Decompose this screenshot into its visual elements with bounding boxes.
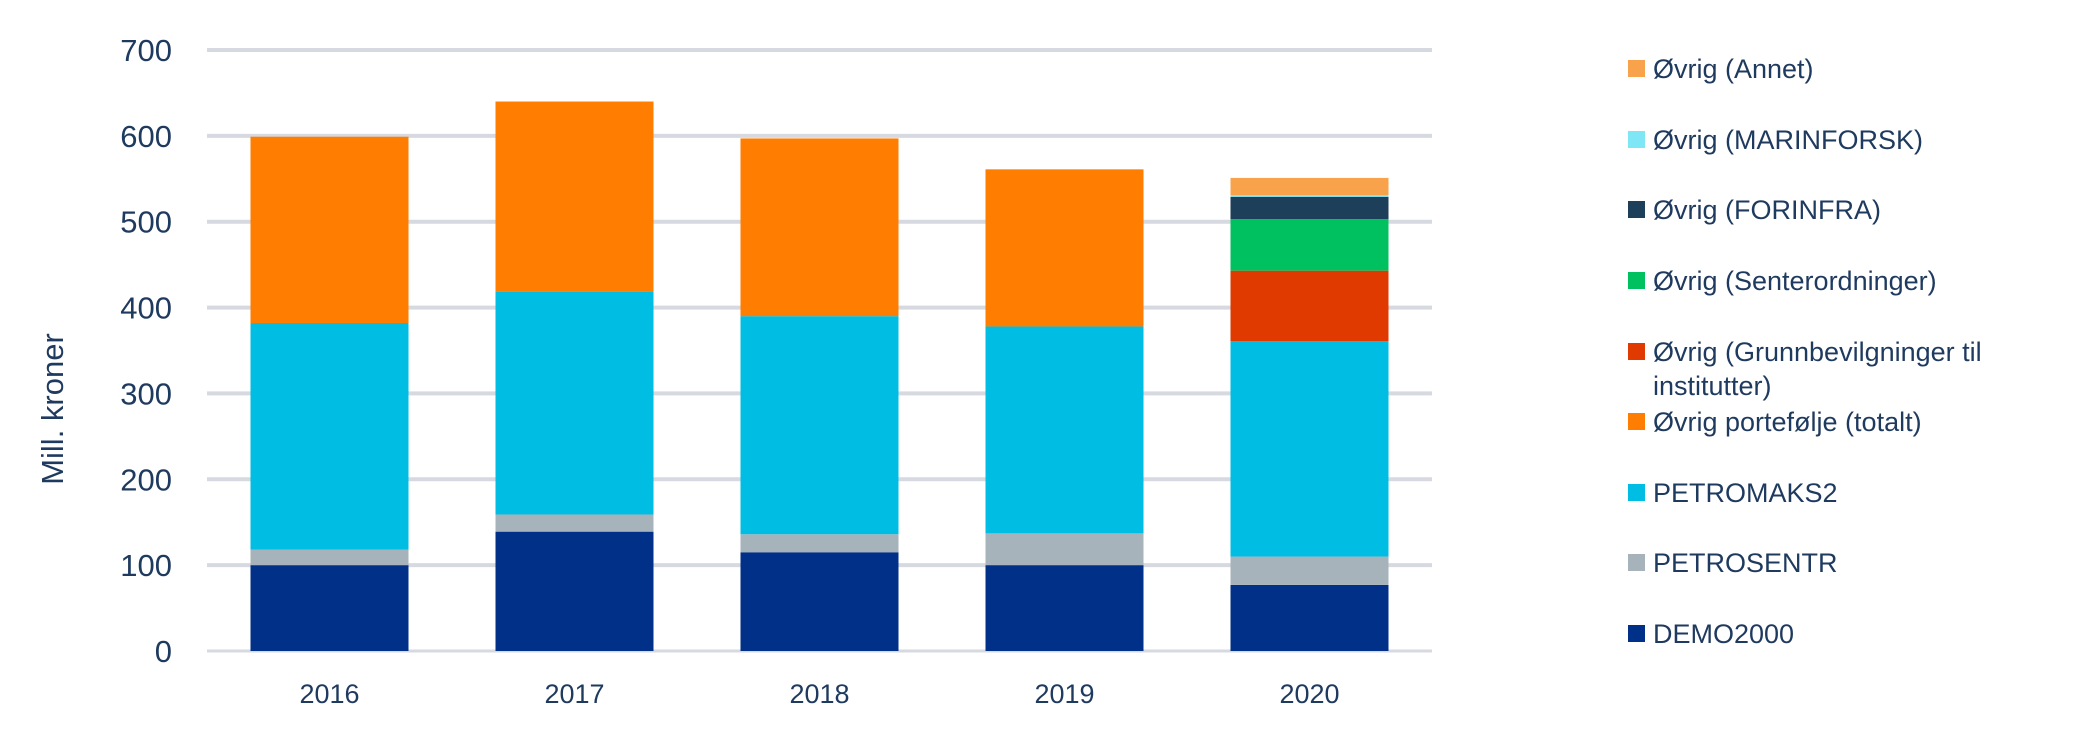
- legend-label: PETROMAKS2: [1653, 478, 1838, 508]
- legend-label: PETROSENTR: [1653, 548, 1838, 578]
- legend-label: Øvrig (Grunnbevilgninger til institutter…: [1653, 337, 1982, 401]
- legend-label: Øvrig (Annet): [1653, 54, 1814, 84]
- y-axis-label: Mill. kroner: [35, 333, 70, 485]
- legend-item: Øvrig (Grunnbevilgninger til institutter…: [1628, 335, 2053, 403]
- x-tick-label: 2019: [1034, 679, 1094, 709]
- legend-label: Øvrig (Senterordninger): [1653, 266, 1937, 296]
- legend-label: DEMO2000: [1653, 619, 1795, 649]
- legend-swatch: [1628, 60, 1645, 77]
- y-tick-label: 100: [120, 548, 172, 583]
- legend-item: Øvrig (FORINFRA): [1628, 193, 2053, 227]
- y-tick-label: 400: [120, 291, 172, 326]
- legend-swatch: [1628, 272, 1645, 289]
- bar-segment: [1230, 341, 1389, 557]
- legend-item: Øvrig (Senterordninger): [1628, 264, 2053, 298]
- y-tick-label: 0: [155, 634, 172, 669]
- x-tick-label: 2017: [544, 679, 604, 709]
- bars: [250, 101, 1389, 651]
- x-tick-label: 2018: [789, 679, 849, 709]
- bar-segment: [740, 534, 899, 553]
- bar-segment: [1230, 270, 1389, 342]
- legend-label: Øvrig (FORINFRA): [1653, 195, 1881, 225]
- y-axis-ticks: 0 100 200 300 400 500 600 700: [120, 33, 172, 669]
- legend-swatch: [1628, 131, 1645, 148]
- legend-item: Øvrig portefølje (totalt): [1628, 405, 2053, 439]
- bar-segment: [985, 533, 1144, 566]
- legend-item: PETROMAKS2: [1628, 476, 2053, 510]
- bar-segment: [495, 291, 654, 515]
- legend-item: Øvrig (Annet): [1628, 52, 2053, 86]
- bar-segment: [985, 169, 1144, 327]
- bar-segment: [740, 552, 899, 651]
- bar-segment: [1230, 219, 1389, 271]
- y-tick-label: 300: [120, 376, 172, 411]
- bar-segment: [985, 565, 1144, 651]
- y-tick-label: 700: [120, 33, 172, 68]
- legend-item: DEMO2000: [1628, 617, 2053, 651]
- bar-segment: [740, 138, 899, 317]
- bar-segment: [495, 514, 654, 532]
- x-tick-label: 2016: [299, 679, 359, 709]
- bar-segment: [1230, 556, 1389, 585]
- legend-swatch: [1628, 554, 1645, 571]
- bar-segment: [495, 101, 654, 292]
- legend-swatch: [1628, 201, 1645, 218]
- bar-segment: [1230, 195, 1389, 197]
- legend-item: PETROSENTR: [1628, 546, 2053, 580]
- legend-item: Øvrig (MARINFORSK): [1628, 123, 2053, 157]
- x-tick-label: 2020: [1279, 679, 1339, 709]
- bar-segment: [1230, 584, 1389, 651]
- bar-segment: [1230, 196, 1389, 220]
- y-tick-label: 500: [120, 205, 172, 240]
- bar-segment: [250, 549, 409, 566]
- legend-swatch: [1628, 413, 1645, 430]
- legend-swatch: [1628, 625, 1645, 642]
- y-tick-label: 200: [120, 462, 172, 497]
- bar-segment: [250, 323, 409, 550]
- bar-segment: [740, 316, 899, 535]
- bar-segment: [495, 531, 654, 651]
- legend-swatch: [1628, 484, 1645, 501]
- y-tick-label: 600: [120, 119, 172, 154]
- bar-segment: [985, 326, 1144, 534]
- x-axis-ticks: 2016 2017 2018 2019 2020: [299, 679, 1339, 709]
- bar-segment: [250, 565, 409, 651]
- legend-label: Øvrig (MARINFORSK): [1653, 125, 1923, 155]
- bar-segment: [1230, 177, 1389, 196]
- legend-swatch: [1628, 343, 1645, 360]
- legend-label: Øvrig portefølje (totalt): [1653, 407, 1922, 437]
- bar-segment: [250, 136, 409, 324]
